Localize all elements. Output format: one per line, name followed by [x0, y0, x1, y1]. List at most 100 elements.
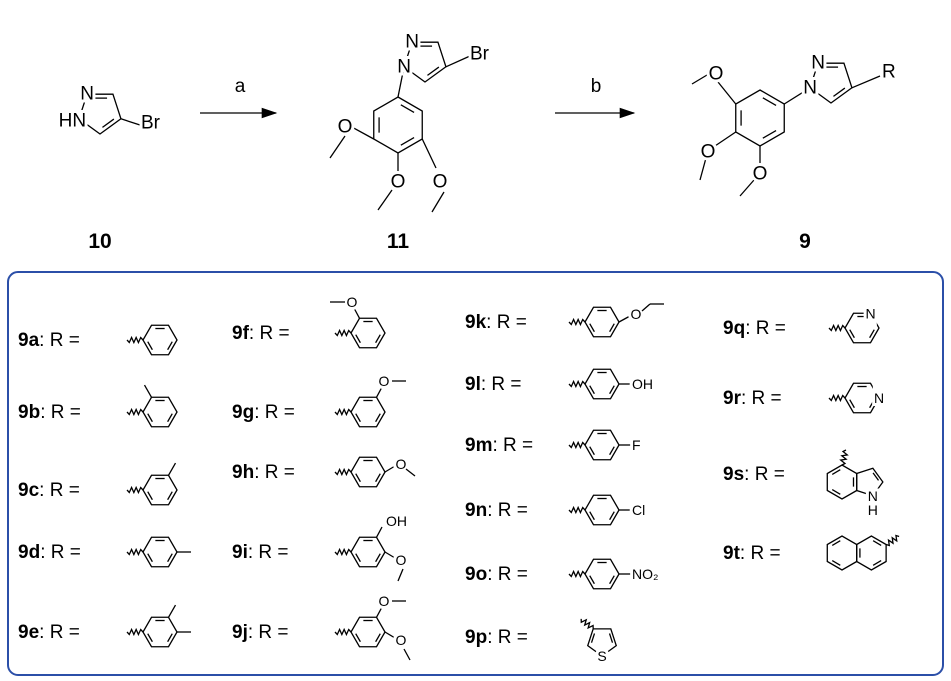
bond — [589, 575, 595, 585]
compound-id: 9a — [18, 330, 40, 351]
ring — [584, 558, 620, 590]
r-equals: : R = — [40, 402, 81, 423]
bond — [691, 71, 713, 85]
wavy-bond — [568, 440, 586, 450]
compound-id: 9j — [232, 622, 248, 643]
wavy-bond — [828, 393, 846, 403]
bond — [851, 75, 881, 89]
atom-label: O — [396, 552, 407, 568]
bond — [641, 303, 651, 312]
atom-label: OH — [632, 376, 653, 392]
bond — [609, 323, 615, 333]
bond — [849, 399, 855, 409]
ring — [350, 536, 386, 568]
bond — [349, 125, 375, 140]
r-equals: : R = — [492, 435, 533, 456]
bond — [375, 386, 383, 398]
ring — [142, 536, 178, 568]
substituent-label: 9a: R = — [18, 330, 80, 351]
bond — [375, 553, 381, 563]
bond — [375, 633, 381, 643]
bond — [167, 413, 173, 423]
r-equals: : R = — [39, 330, 80, 351]
wavy-bond — [885, 534, 900, 547]
r-equals: : R = — [487, 627, 528, 648]
bond — [849, 329, 855, 339]
bond — [167, 491, 173, 501]
bond — [831, 469, 841, 475]
atom-label: O — [379, 593, 390, 609]
wavy-bond — [334, 407, 352, 417]
compound-id: 9n — [465, 500, 487, 521]
step-label: b — [591, 76, 602, 97]
bond — [405, 468, 416, 477]
bond — [608, 633, 614, 643]
wavy-bond — [568, 505, 586, 515]
atom-label: O — [701, 142, 716, 163]
bond — [833, 87, 846, 97]
bond — [355, 553, 361, 563]
compound-id: 9e — [18, 622, 39, 643]
r-equals: : R = — [254, 402, 295, 423]
wavy-bond — [334, 547, 352, 557]
ring — [350, 456, 386, 488]
compound-id: 9d — [18, 542, 40, 563]
bond — [445, 55, 471, 68]
ring — [735, 89, 785, 147]
compound-id: 9i — [232, 542, 248, 563]
bond — [167, 341, 173, 351]
bond — [377, 189, 393, 211]
ring — [809, 62, 853, 104]
wavy-bond — [334, 328, 352, 338]
bond — [609, 385, 615, 395]
bond — [355, 633, 361, 643]
r-equals: : R = — [39, 480, 80, 501]
bond — [355, 413, 361, 423]
compound-label: 10 — [88, 230, 111, 253]
bond — [400, 104, 415, 114]
wavy-bond — [839, 449, 849, 466]
substituent-label: 9j: R = — [232, 622, 289, 643]
substituent-label: 9m: R = — [465, 435, 533, 456]
r-equals: : R = — [740, 543, 781, 564]
substituent-box — [7, 271, 944, 676]
ring — [584, 306, 620, 338]
ring — [350, 317, 386, 349]
atom-label: O — [347, 294, 358, 310]
ring — [373, 96, 423, 154]
bond — [431, 191, 445, 213]
bond — [375, 334, 381, 344]
wavy-bond — [828, 323, 846, 333]
bond — [762, 129, 777, 139]
substituent-label: 9k: R = — [465, 312, 527, 333]
ring — [586, 628, 618, 657]
compound-id: 9k — [465, 312, 487, 333]
r-equals: : R = — [741, 388, 782, 409]
r-equals: : R = — [249, 323, 290, 344]
compound-id: 9t — [723, 543, 741, 564]
bond — [589, 385, 595, 395]
atom-label: N — [397, 56, 411, 77]
ring — [826, 464, 858, 500]
r-equals: : R = — [39, 622, 80, 643]
bond — [329, 135, 346, 159]
bond — [869, 399, 875, 409]
ring — [856, 535, 887, 571]
compound-id: 9m — [465, 435, 492, 456]
bond — [375, 473, 381, 483]
bond — [355, 334, 361, 344]
substituent-label: 9l: R = — [465, 374, 522, 395]
wavy-bond — [126, 335, 144, 345]
ring — [142, 474, 178, 506]
ring — [584, 368, 620, 400]
wavy-bond — [568, 317, 586, 327]
step-label: a — [235, 76, 246, 97]
substituent-label: 9i: R = — [232, 542, 289, 563]
bond — [590, 633, 596, 643]
compound-id: 9h — [232, 462, 254, 483]
compound-id: 9p — [465, 627, 487, 648]
bond — [147, 633, 153, 643]
compound-id: 9s — [723, 464, 744, 485]
bond — [167, 633, 173, 643]
bond — [589, 511, 595, 521]
